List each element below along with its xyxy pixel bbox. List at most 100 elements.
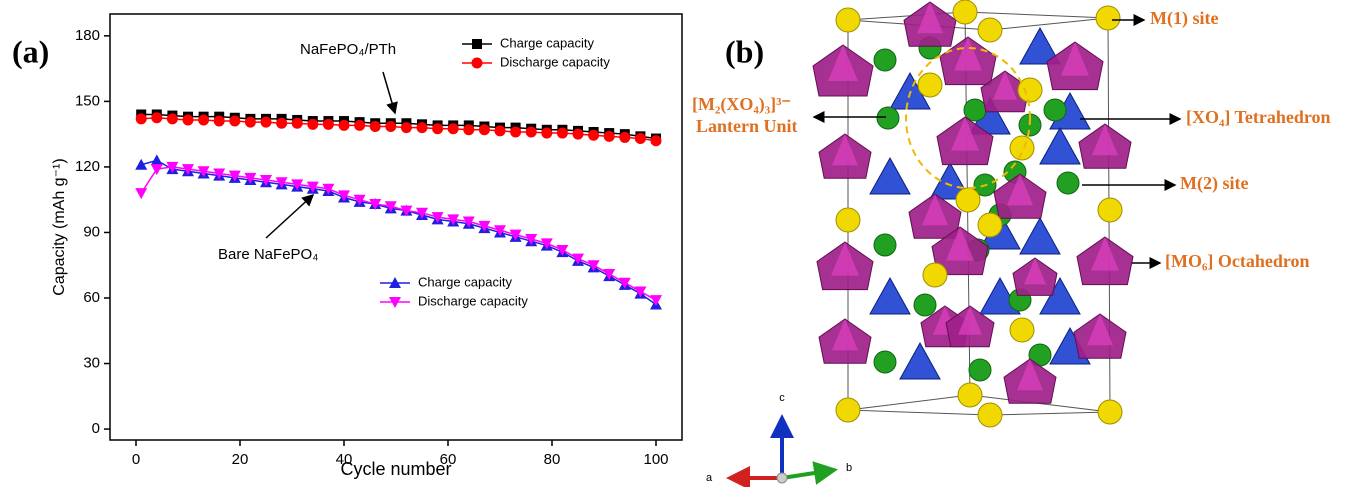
marker — [557, 128, 568, 139]
marker — [619, 132, 630, 143]
m1-atom — [1010, 136, 1034, 160]
marker — [229, 116, 240, 127]
m1-atom — [978, 18, 1002, 42]
tetrahedron — [870, 158, 910, 194]
y-tick-label: 180 — [75, 27, 100, 44]
tetrahedron — [1040, 128, 1080, 164]
panel-label: (b) — [725, 33, 764, 69]
structure-label: [MO₆] Octahedron — [1165, 251, 1310, 271]
tetrahedron — [1020, 218, 1060, 254]
axis-name: b — [846, 462, 852, 474]
plot-frame — [110, 14, 682, 440]
m1-atom — [836, 398, 860, 422]
y-tick-label: 150 — [75, 92, 100, 109]
structure-label: Lantern Unit — [696, 116, 798, 136]
marker — [136, 113, 147, 124]
marker — [151, 112, 162, 123]
axis-name: c — [779, 392, 785, 404]
x-tick-label: 20 — [232, 451, 249, 468]
m1-atom — [953, 0, 977, 24]
legend-label: Discharge capacity — [418, 293, 528, 308]
marker — [526, 126, 537, 137]
marker — [573, 129, 584, 140]
marker — [385, 121, 396, 132]
m1-atom — [918, 73, 942, 97]
m2-atom — [969, 359, 991, 381]
marker — [510, 126, 521, 137]
annotation-arrow — [383, 72, 395, 113]
marker — [604, 131, 615, 142]
marker — [650, 295, 662, 306]
m1-atom — [836, 208, 860, 232]
marker — [135, 188, 147, 199]
figure: (a) Cycle number Capacity (mAh g⁻¹) NaFe… — [0, 0, 1354, 487]
m1-atom — [923, 263, 947, 287]
marker — [339, 120, 350, 131]
marker — [651, 135, 662, 146]
m1-atom — [836, 8, 860, 32]
series-line — [141, 167, 656, 300]
marker — [370, 121, 381, 132]
x-tick-label: 80 — [544, 451, 561, 468]
m2-atom — [1057, 172, 1079, 194]
m1-atom — [1098, 400, 1122, 424]
marker — [292, 118, 303, 129]
panel-label: (a) — [12, 33, 49, 69]
m1-atom — [978, 213, 1002, 237]
legend-marker — [472, 39, 482, 49]
marker — [541, 128, 552, 139]
structure-label: M(2) site — [1180, 173, 1248, 194]
marker — [151, 164, 163, 175]
y-axis-label: Capacity (mAh g⁻¹) — [51, 158, 68, 295]
marker — [307, 119, 318, 130]
structure-label: M(1) site — [1150, 8, 1218, 29]
y-tick-label: 0 — [92, 420, 100, 437]
legend-label: Discharge capacity — [500, 54, 610, 69]
m2-atom — [874, 49, 896, 71]
marker — [198, 114, 209, 125]
marker — [401, 122, 412, 133]
unit-cell-edge — [990, 412, 1110, 415]
structure-label: [XO₄] Tetrahedron — [1186, 107, 1331, 127]
marker — [214, 116, 225, 127]
marker — [463, 124, 474, 135]
m1-atom — [978, 403, 1002, 427]
marker — [245, 117, 256, 128]
m1-atom — [1098, 198, 1122, 222]
unit-cell-edge — [848, 410, 990, 415]
marker — [432, 123, 443, 134]
x-tick-label: 60 — [440, 451, 457, 468]
m2-atom — [874, 351, 896, 373]
marker — [479, 124, 490, 135]
m1-atom — [956, 188, 980, 212]
x-axis-label: Cycle number — [340, 459, 451, 479]
x-tick-label: 0 — [132, 451, 140, 468]
m2-atom — [914, 294, 936, 316]
annotation: NaFePO₄/PTh — [300, 41, 396, 58]
axis-name: a — [706, 472, 713, 484]
marker — [183, 114, 194, 125]
annotation: Bare NaFePO₄ — [218, 246, 318, 263]
x-tick-label: 100 — [643, 451, 668, 468]
m2-atom — [877, 107, 899, 129]
marker — [588, 130, 599, 141]
y-tick-label: 30 — [83, 355, 100, 372]
m1-atom — [958, 383, 982, 407]
m2-atom — [964, 99, 986, 121]
axis-origin — [777, 473, 787, 483]
marker — [261, 117, 272, 128]
structure-label: [M₂(XO₄)₃]³⁻ — [692, 94, 791, 115]
legend-label: Charge capacity — [418, 274, 512, 289]
axis-arrow — [782, 470, 834, 478]
y-tick-label: 120 — [75, 158, 100, 175]
marker — [417, 122, 428, 133]
marker — [151, 154, 163, 165]
marker — [323, 119, 334, 130]
m1-atom — [1096, 6, 1120, 30]
legend-marker — [472, 58, 483, 69]
y-tick-label: 60 — [83, 289, 100, 306]
marker — [276, 118, 287, 129]
tetrahedron — [900, 343, 940, 379]
tetrahedron — [870, 278, 910, 314]
m2-atom — [1044, 99, 1066, 121]
